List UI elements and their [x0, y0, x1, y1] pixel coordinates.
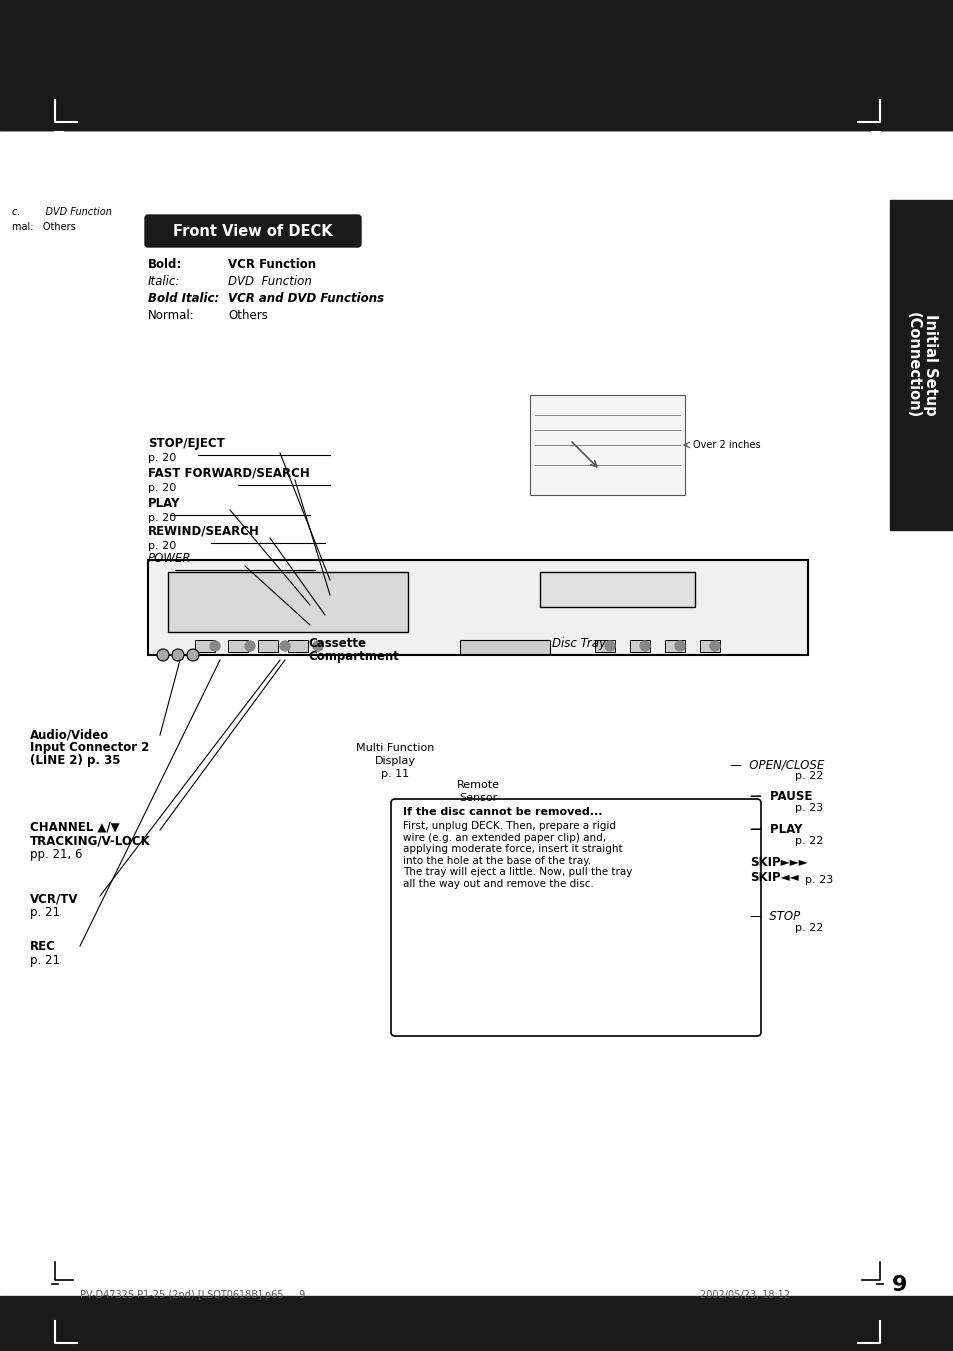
Text: FAST FORWARD/SEARCH: FAST FORWARD/SEARCH: [148, 467, 310, 480]
Circle shape: [280, 640, 290, 651]
Bar: [288, 640, 308, 653]
Text: p. 20: p. 20: [148, 484, 176, 493]
Text: Bold Italic:: Bold Italic:: [148, 292, 219, 305]
Text: p. 11: p. 11: [380, 769, 409, 780]
Circle shape: [709, 640, 720, 651]
Bar: [228, 640, 248, 653]
Text: Disc Tray: Disc Tray: [552, 638, 605, 650]
Text: p. 21: p. 21: [30, 954, 60, 967]
Text: Bold:: Bold:: [148, 258, 182, 272]
Text: VCR and DVD Functions: VCR and DVD Functions: [228, 292, 384, 305]
Bar: [168, 571, 408, 632]
Text: p. 21: p. 21: [30, 907, 60, 919]
Bar: [530, 394, 684, 494]
Text: Italic:: Italic:: [148, 276, 180, 288]
Text: Cassette: Cassette: [308, 638, 366, 650]
FancyBboxPatch shape: [391, 798, 760, 1036]
Text: Remote: Remote: [456, 780, 499, 790]
Text: Display: Display: [375, 757, 416, 766]
Text: REC: REC: [30, 940, 56, 952]
Text: CHANNEL ▲/▼: CHANNEL ▲/▼: [30, 820, 119, 834]
Bar: [664, 640, 684, 653]
Text: STOP/EJECT: STOP/EJECT: [148, 436, 225, 450]
Text: REWIND/SEARCH: REWIND/SEARCH: [148, 526, 259, 538]
Text: 2002/05/23, 18:12: 2002/05/23, 18:12: [700, 1290, 789, 1300]
Bar: [0, 0, 953, 130]
Text: PV-D4732S P1-25 (2nd) [LSQT0618B].p65     9: PV-D4732S P1-25 (2nd) [LSQT0618B].p65 9: [80, 1290, 305, 1300]
Bar: [194, 640, 214, 653]
Bar: [148, 561, 807, 655]
Text: SKIP◄◄: SKIP◄◄: [749, 871, 798, 884]
Circle shape: [604, 640, 615, 651]
Text: p. 22: p. 22: [794, 923, 822, 934]
Text: VCR/TV: VCR/TV: [30, 892, 78, 905]
Text: —  OPEN/CLOSE: — OPEN/CLOSE: [729, 758, 823, 771]
Text: pp. 21, 6: pp. 21, 6: [30, 848, 82, 861]
Text: p. 22: p. 22: [794, 836, 822, 846]
Circle shape: [245, 640, 254, 651]
Text: Normal:: Normal:: [148, 309, 194, 322]
Text: PLAY: PLAY: [148, 497, 180, 509]
Bar: [595, 640, 615, 653]
Text: p. 22: p. 22: [794, 771, 822, 781]
Text: POWER: POWER: [148, 553, 192, 565]
Circle shape: [639, 640, 649, 651]
Bar: [539, 571, 695, 607]
Text: —  PLAY: — PLAY: [749, 823, 801, 836]
Bar: [459, 640, 550, 654]
Bar: [629, 640, 649, 653]
Circle shape: [210, 640, 220, 651]
Text: Audio/Video: Audio/Video: [30, 728, 110, 740]
Text: p. 23: p. 23: [804, 875, 832, 885]
Text: p. 23: p. 23: [794, 802, 822, 813]
Text: Others: Others: [228, 309, 268, 322]
Text: c.        DVD Function: c. DVD Function: [12, 207, 112, 218]
Text: Front View of DECK: Front View of DECK: [173, 223, 333, 239]
Text: p. 20: p. 20: [148, 513, 176, 523]
Text: First, unplug DECK. Then, prepare a rigid
wire (e.g. an extended paper clip) and: First, unplug DECK. Then, prepare a rigi…: [402, 821, 632, 889]
Text: Multi Function: Multi Function: [355, 743, 434, 753]
Bar: [0, 0, 953, 130]
Text: mal:   Others: mal: Others: [12, 222, 75, 232]
Text: —  PAUSE: — PAUSE: [749, 790, 812, 802]
Text: VCR Function: VCR Function: [228, 258, 315, 272]
Text: p. 20: p. 20: [148, 453, 176, 463]
FancyBboxPatch shape: [145, 215, 360, 247]
Text: Input Connector 2: Input Connector 2: [30, 740, 150, 754]
Bar: [257, 640, 277, 653]
Circle shape: [675, 640, 684, 651]
Circle shape: [172, 648, 184, 661]
Text: Initial Setup
(Connection): Initial Setup (Connection): [904, 312, 937, 417]
Text: If the disc cannot be removed...: If the disc cannot be removed...: [402, 807, 602, 817]
Bar: [0, 1296, 953, 1351]
Text: Compartment: Compartment: [308, 650, 398, 663]
Text: 9: 9: [891, 1275, 906, 1296]
Circle shape: [313, 640, 323, 651]
Text: Over 2 inches: Over 2 inches: [692, 440, 760, 450]
Circle shape: [157, 648, 169, 661]
Text: TRACKING/V-LOCK: TRACKING/V-LOCK: [30, 834, 151, 847]
Text: p. 20: p. 20: [148, 540, 176, 551]
Bar: [700, 640, 720, 653]
Text: —  STOP: — STOP: [749, 911, 800, 923]
Bar: [889, 200, 953, 530]
Text: (LINE 2) p. 35: (LINE 2) p. 35: [30, 754, 120, 767]
Text: SKIP►►►: SKIP►►►: [749, 857, 807, 869]
Text: DVD  Function: DVD Function: [228, 276, 312, 288]
Text: Sensor: Sensor: [458, 793, 497, 802]
Circle shape: [187, 648, 199, 661]
